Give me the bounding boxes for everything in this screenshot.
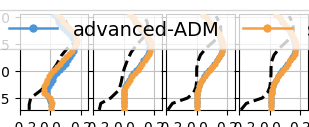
Legend: exp, advanced-ADM, simple-ADM: exp, advanced-ADM, simple-ADM [0, 11, 309, 49]
